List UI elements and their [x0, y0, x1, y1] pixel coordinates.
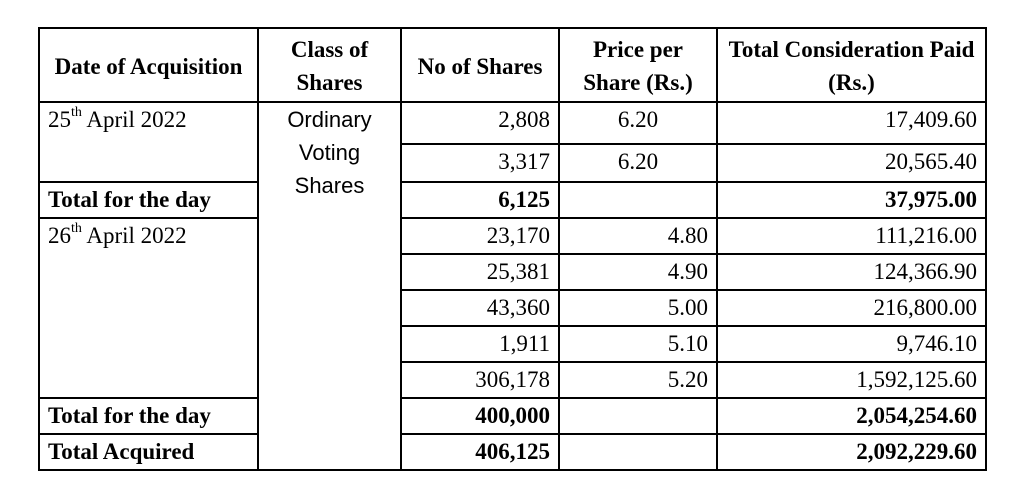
shares-cell: 23,170 [400, 217, 560, 255]
header-date: Date of Acquisition [38, 27, 259, 103]
shares-cell: 2,808 [400, 101, 560, 145]
subtotal-price-empty [558, 397, 718, 435]
subtotal-amount: 37,975.00 [716, 181, 987, 219]
subtotal-label: Total for the day [38, 397, 259, 435]
subtotal-row-day2: Total for the day 400,000 2,054,254.60 [38, 397, 987, 435]
price-cell: 4.80 [558, 217, 718, 255]
shares-cell: 25,381 [400, 253, 560, 291]
price-cell: 6.20 [558, 101, 718, 145]
class-of-shares-cell: Ordinary Voting Shares [257, 101, 402, 471]
share-acquisition-table: Date of Acquisition Class of Shares No o… [38, 27, 987, 471]
total-cell: 20,565.40 [716, 143, 987, 183]
grand-total-row: Total Acquired 406,125 2,092,229.60 [38, 433, 987, 471]
shares-cell: 43,360 [400, 289, 560, 327]
total-cell: 1,592,125.60 [716, 361, 987, 399]
shares-cell: 3,317 [400, 143, 560, 183]
table-row: 25,381 4.90 124,366.90 [39, 253, 987, 291]
date-cell-day2: 26th April 2022 [38, 217, 259, 399]
total-cell: 111,216.00 [716, 217, 987, 255]
header-total-consideration: Total Consideration Paid (Rs.) [716, 27, 987, 103]
class-line-3: Shares [294, 173, 365, 198]
class-line-1: Ordinary [287, 107, 372, 132]
subtotal-shares: 6,125 [400, 181, 560, 219]
grand-total-shares: 406,125 [400, 433, 560, 471]
date-cell-day1: 25th April 2022 [38, 101, 259, 183]
subtotal-row-day1: Total for the day 6,125 37,975.00 [38, 181, 987, 219]
class-line-2: Voting [298, 140, 361, 165]
table-row: 306,178 5.20 1,592,125.60 [39, 361, 987, 399]
header-price: Price per Share (Rs.) [558, 27, 718, 103]
grand-total-price-empty [558, 433, 718, 471]
header-row: Date of Acquisition Class of Shares No o… [38, 27, 987, 103]
price-cell: 5.00 [558, 289, 718, 327]
shares-cell: 306,178 [400, 361, 560, 399]
table-row: 25th April 2022 Ordinary Voting Shares 2… [38, 101, 987, 471]
subtotal-price-empty [558, 181, 718, 219]
total-cell: 17,409.60 [716, 101, 987, 145]
price-cell: 4.90 [558, 253, 718, 291]
subtotal-amount: 2,054,254.60 [716, 397, 987, 435]
shares-cell: 1,911 [400, 325, 560, 363]
subtotal-shares: 400,000 [400, 397, 560, 435]
grand-total-label: Total Acquired [38, 433, 259, 471]
subtotal-label: Total for the day [38, 181, 259, 219]
price-cell: 5.20 [558, 361, 718, 399]
total-cell: 216,800.00 [716, 289, 987, 327]
table-row: 1,911 5.10 9,746.10 [39, 325, 987, 363]
price-cell: 5.10 [558, 325, 718, 363]
table-row: 43,360 5.00 216,800.00 [39, 289, 987, 327]
price-cell: 6.20 [558, 143, 718, 183]
table-row: 26th April 2022 23,170 4.80 111,216.00 [38, 217, 987, 399]
table-row: 3,317 6.20 20,565.40 [39, 143, 987, 183]
total-cell: 9,746.10 [716, 325, 987, 363]
header-no-of-shares: No of Shares [400, 27, 560, 103]
header-class: Class of Shares [257, 27, 402, 103]
grand-total-amount: 2,092,229.60 [716, 433, 987, 471]
total-cell: 124,366.90 [716, 253, 987, 291]
